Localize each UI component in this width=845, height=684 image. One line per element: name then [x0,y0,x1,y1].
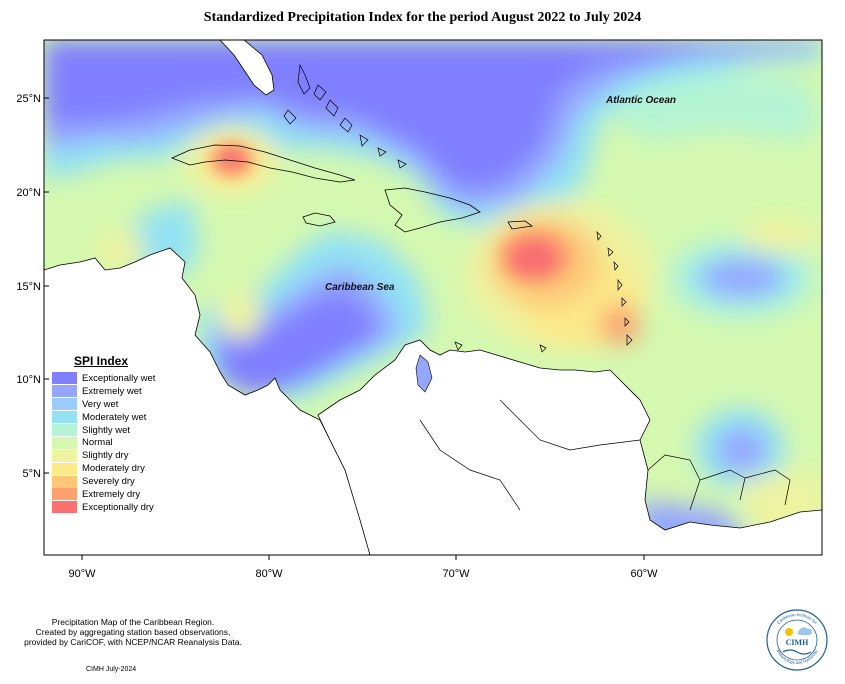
map-credit: CIMH July-2024 [86,666,137,673]
atlantic-ocean-label: Atlantic Ocean [605,95,676,106]
legend-swatch [52,488,77,501]
florida-land [219,40,275,96]
lat-label-20: 20°N [16,187,41,199]
legend-swatch [52,436,77,449]
legend-label: Very wet [82,398,119,410]
legend-label: Severely dry [82,476,135,488]
legend-title: SPI Index [74,354,129,368]
legend-item: Slightly wet [52,424,186,437]
lat-label-15: 15°N [16,281,41,293]
legend-swatch [52,385,77,398]
legend-label: Extremely wet [82,385,142,397]
legend-items: Exceptionally wet Extremely wet Very wet Mo… [52,372,186,514]
legend-swatch [52,475,77,488]
legend-item: Exceptionally dry [52,501,186,514]
lon-label-70: 70°W [442,568,470,580]
lon-label-80: 80°W [255,568,283,580]
legend-item: Moderately wet [52,411,186,424]
legend-item: Extremely dry [52,488,186,501]
legend-label: Normal [82,437,113,449]
legend-swatch [52,449,77,462]
spi-legend: SPI Index Exceptionally wet Extremely wet… [52,352,186,514]
legend-swatch [52,372,77,385]
legend-label: Extremely dry [82,488,141,500]
legend-swatch [52,411,77,424]
lon-label-90: 90°W [68,568,96,580]
legend-label: Exceptionally dry [82,501,154,513]
hispaniola-outline [384,187,481,233]
spi-field [44,40,822,555]
lat-label-25: 25°N [16,93,41,105]
legend-swatch [52,424,77,436]
footer-line-3: provided by CariCOF, with NCEP/NCAR Rean… [24,637,242,647]
map-footer: Precipitation Map of the Caribbean Regio… [8,617,258,647]
cuba-outline [170,144,356,183]
legend-swatch [52,462,77,475]
legend-swatch [52,501,77,514]
caribbean-sea-label: Caribbean Sea [325,282,395,293]
lat-label-10: 10°N [16,374,41,386]
legend-item: Very wet [52,398,186,411]
footer-line-2: Created by aggregating station based obs… [35,627,231,637]
legend-item: Severely dry [52,475,186,488]
sun-icon [785,628,793,636]
legend-item: Normal [52,436,186,449]
lat-label-5: 5°N [23,468,42,480]
legend-item: Exceptionally wet [52,372,186,385]
legend-label: Moderately dry [82,463,145,475]
logo-text: CIMH [786,638,809,647]
legend-label: Slightly wet [82,424,131,436]
legend-label: Exceptionally wet [82,372,156,384]
cloud-icon [797,627,812,636]
cimh-logo: Caribbean Institute for Meteorology and … [766,609,828,671]
legend-item: Moderately dry [52,462,186,475]
footer-line-1: Precipitation Map of the Caribbean Regio… [51,617,215,627]
wave-icon [782,649,812,655]
legend-label: Moderately wet [82,411,147,423]
lon-label-60: 60°W [630,568,658,580]
map-title: Standardized Precipitation Index for the… [203,10,642,25]
legend-item: Slightly dry [52,449,186,462]
legend-label: Slightly dry [82,450,129,462]
south-america-land [317,339,822,555]
legend-swatch [52,398,77,411]
legend-item: Extremely wet [52,385,186,398]
